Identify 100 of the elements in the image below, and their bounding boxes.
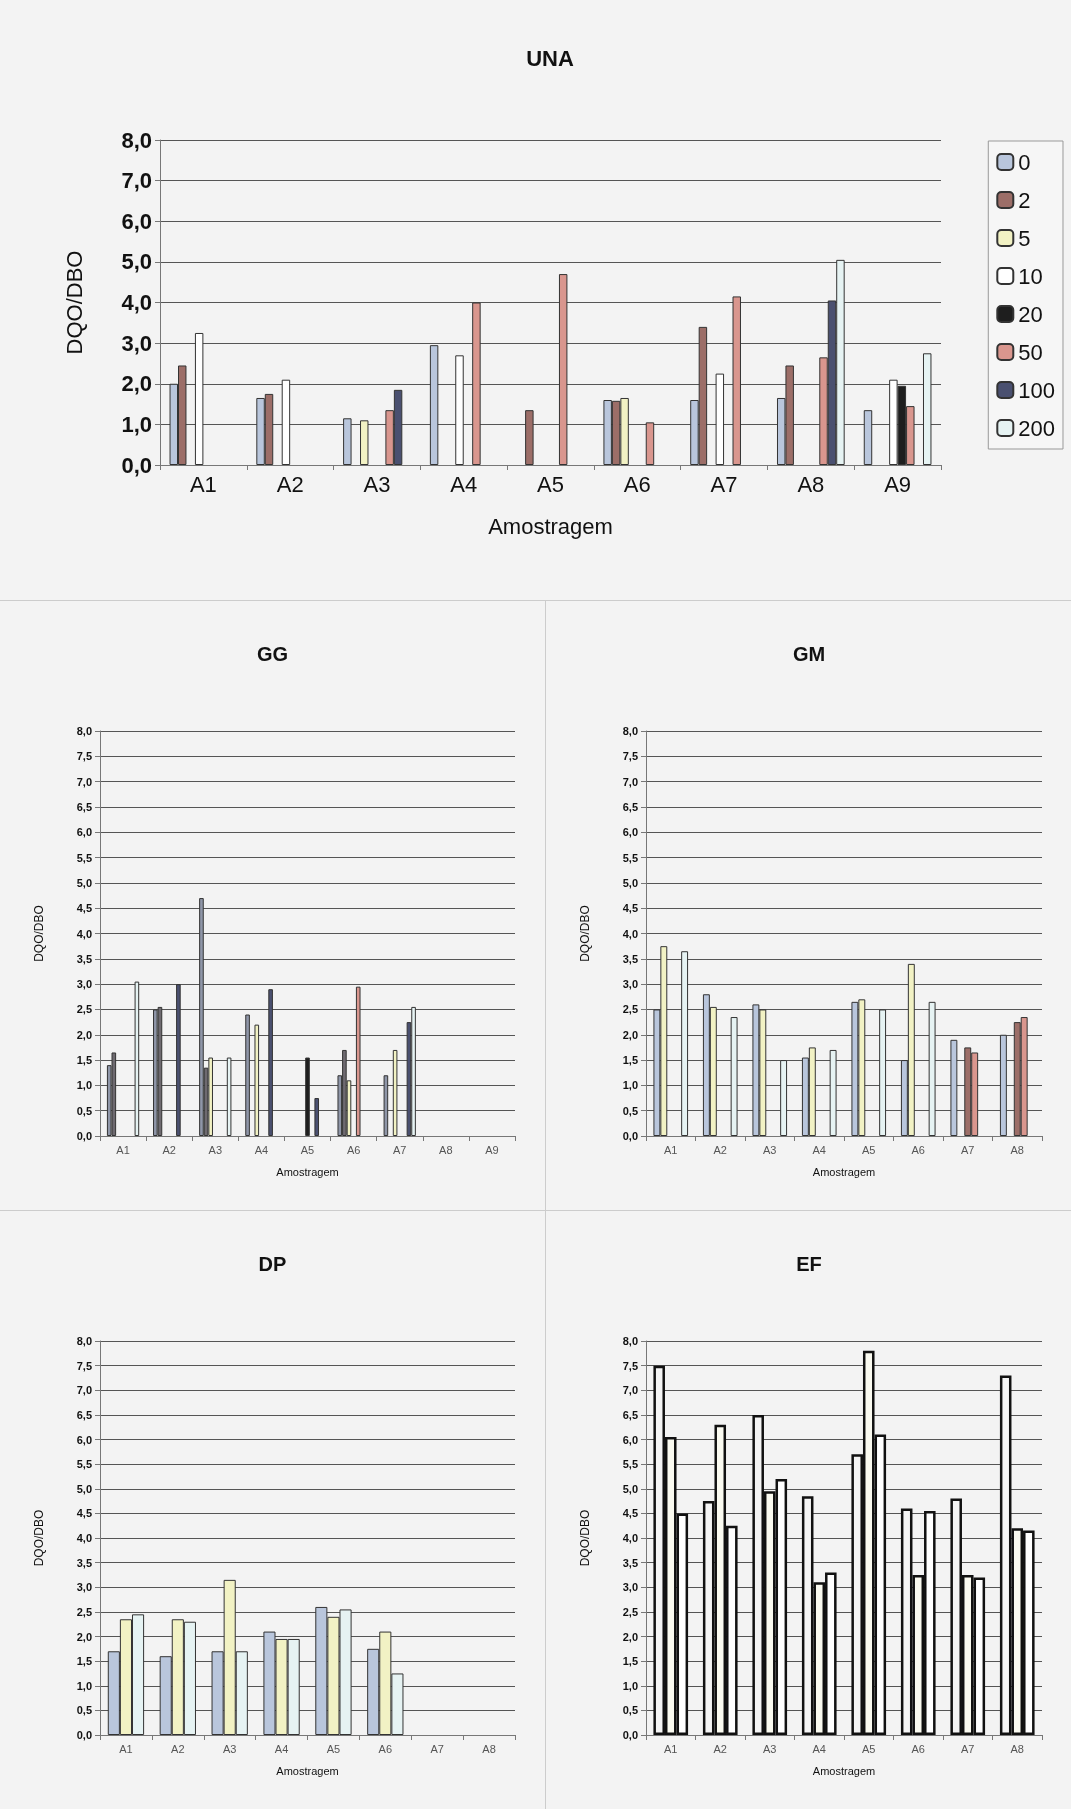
x-axis-title: Amostragem bbox=[812, 1165, 876, 1178]
x-tick-label: A2 bbox=[713, 1742, 727, 1755]
y-tick-label: 1,0 bbox=[622, 1079, 638, 1092]
y-tick-label: 7,5 bbox=[622, 1359, 638, 1372]
y-axis-title: DQO/DBO bbox=[32, 1509, 46, 1567]
chart-title: DP bbox=[258, 1253, 287, 1275]
y-axis-title: DQO/DBO bbox=[32, 905, 46, 962]
y-tick-label: 8,0 bbox=[76, 1335, 92, 1347]
y-tick-label: 4,5 bbox=[622, 1507, 638, 1520]
x-tick-label: A1 bbox=[664, 1143, 678, 1156]
y-tick-label: 1,5 bbox=[76, 1655, 92, 1668]
y-tick-label: 8,0 bbox=[622, 725, 638, 737]
bar bbox=[879, 1009, 887, 1136]
y-tick-label: 0,0 bbox=[76, 1729, 92, 1741]
bar bbox=[208, 1057, 213, 1136]
y-tick-label: 5,0 bbox=[622, 1482, 638, 1495]
legend-label: 5 bbox=[1018, 225, 1031, 251]
y-tick-label: 4,0 bbox=[76, 927, 92, 940]
y-tick-label: 3,0 bbox=[622, 978, 638, 991]
y-tick-label: 3,5 bbox=[76, 1556, 92, 1569]
bar bbox=[472, 302, 481, 465]
legend-label: 200 bbox=[1018, 415, 1056, 441]
y-tick-label: 7,5 bbox=[76, 750, 92, 763]
y-tick-label: 1,5 bbox=[622, 1054, 638, 1067]
x-tick-label: A7 bbox=[392, 1143, 407, 1156]
legend-label: 100 bbox=[1018, 377, 1056, 403]
y-tick-label: 6,5 bbox=[622, 800, 638, 813]
x-tick-label: A4 bbox=[254, 1143, 269, 1156]
y-tick-label: 0,0 bbox=[622, 1729, 638, 1741]
x-axis-title: Amostragem bbox=[276, 1764, 339, 1777]
y-tick-label: 6,5 bbox=[622, 1408, 638, 1421]
bar bbox=[455, 355, 464, 465]
x-tick-label: A5 bbox=[862, 1143, 876, 1156]
y-tick-label: 8,0 bbox=[121, 127, 152, 153]
bar bbox=[863, 410, 873, 465]
x-tick-label: A7 bbox=[961, 1143, 975, 1156]
x-tick-label: A6 bbox=[346, 1143, 361, 1156]
x-tick-label: A1 bbox=[664, 1742, 678, 1755]
y-tick-label: 2,0 bbox=[622, 1028, 638, 1041]
y-tick-label: 7,0 bbox=[121, 168, 152, 194]
y-tick-label: 7,0 bbox=[622, 1384, 638, 1397]
y-tick-label: 3,0 bbox=[76, 978, 92, 991]
x-tick-label: A1 bbox=[116, 1143, 130, 1156]
y-tick-label: 3,0 bbox=[121, 330, 152, 356]
y-tick-label: 8,0 bbox=[622, 1335, 638, 1347]
y-tick-label: 7,5 bbox=[76, 1359, 92, 1372]
y-tick-label: 0,0 bbox=[622, 1130, 638, 1142]
y-tick-label: 4,0 bbox=[121, 290, 152, 315]
x-tick-label: A6 bbox=[378, 1742, 393, 1755]
y-tick-label: 5,5 bbox=[622, 1458, 638, 1471]
bar bbox=[157, 1006, 163, 1136]
y-tick-label: 1,0 bbox=[121, 411, 152, 437]
y-tick-label: 1,5 bbox=[622, 1655, 638, 1668]
x-tick-label: A2 bbox=[713, 1143, 727, 1156]
x-tick-label: A5 bbox=[537, 471, 564, 497]
x-tick-label: A9 bbox=[884, 471, 912, 497]
y-tick-label: 0,0 bbox=[76, 1130, 92, 1142]
y-tick-label: 1,0 bbox=[622, 1679, 638, 1692]
bar bbox=[226, 1057, 232, 1136]
y-tick-label: 0,5 bbox=[76, 1104, 92, 1117]
y-axis-title: DQO/DBO bbox=[578, 905, 592, 962]
bar bbox=[199, 898, 204, 1136]
bar bbox=[922, 353, 932, 465]
x-tick-label: A3 bbox=[763, 1143, 777, 1156]
bar bbox=[392, 1049, 398, 1136]
y-tick-label: 3,0 bbox=[76, 1581, 92, 1594]
bar bbox=[383, 1075, 389, 1136]
x-tick-label: A7 bbox=[961, 1742, 975, 1755]
x-tick-label: A2 bbox=[171, 1742, 185, 1755]
chart-title: GM bbox=[792, 643, 826, 665]
y-tick-label: 0,5 bbox=[76, 1704, 92, 1717]
x-axis-title: Amostragem bbox=[488, 513, 613, 539]
y-tick-label: 5,0 bbox=[622, 876, 638, 889]
y-tick-label: 6,0 bbox=[76, 1433, 92, 1446]
y-tick-label: 5,0 bbox=[76, 876, 92, 889]
bar bbox=[134, 981, 140, 1136]
y-tick-label: 1,0 bbox=[76, 1079, 92, 1092]
x-tick-label: A5 bbox=[862, 1742, 876, 1755]
y-tick-label: 3,5 bbox=[76, 952, 92, 965]
x-tick-label: A9 bbox=[485, 1143, 499, 1156]
y-tick-label: 2,5 bbox=[622, 1605, 638, 1618]
bar bbox=[999, 1034, 1007, 1136]
y-tick-label: 5,0 bbox=[121, 249, 152, 275]
bar bbox=[281, 379, 291, 465]
bar bbox=[343, 418, 352, 465]
x-tick-label: A4 bbox=[812, 1742, 826, 1755]
bar bbox=[245, 1014, 250, 1136]
legend-label: 2 bbox=[1018, 187, 1031, 213]
bar bbox=[780, 1060, 788, 1136]
x-tick-label: A6 bbox=[911, 1143, 925, 1156]
chart-title: UNA bbox=[526, 45, 574, 71]
x-tick-label: A8 bbox=[439, 1143, 453, 1156]
y-tick-label: 0,5 bbox=[622, 1104, 638, 1117]
y-tick-label: 4,0 bbox=[622, 927, 638, 940]
x-tick-label: A3 bbox=[363, 471, 391, 497]
x-tick-label: A2 bbox=[162, 1143, 176, 1156]
y-tick-label: 6,0 bbox=[622, 1433, 638, 1446]
x-axis-title: Amostragem bbox=[276, 1165, 339, 1178]
y-tick-label: 5,5 bbox=[76, 1458, 92, 1471]
bar bbox=[355, 986, 361, 1136]
